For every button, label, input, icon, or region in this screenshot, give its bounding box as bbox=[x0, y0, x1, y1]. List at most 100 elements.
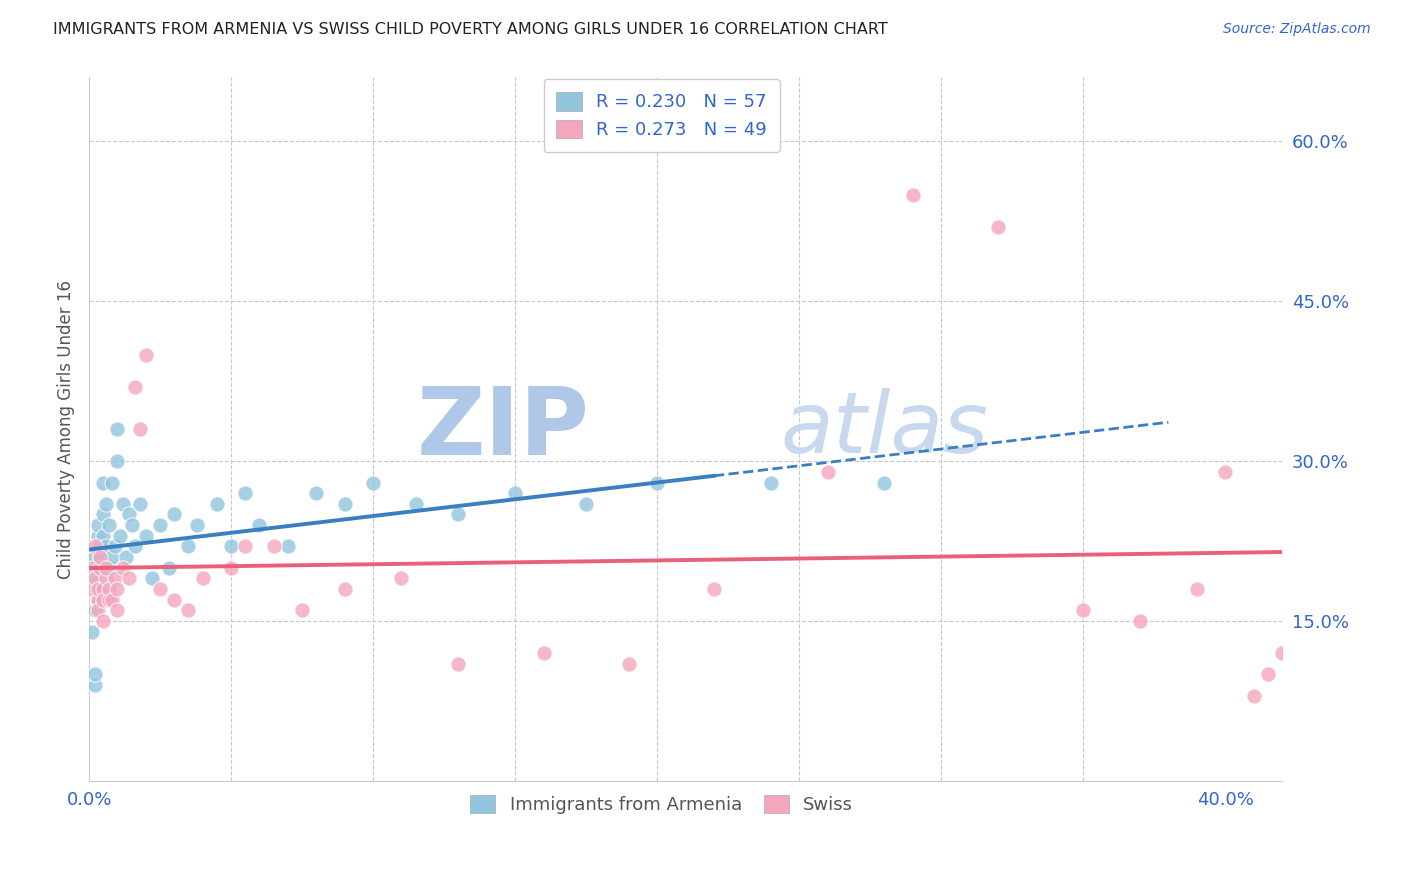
Point bbox=[124, 379, 146, 393]
Point bbox=[205, 497, 228, 511]
Point bbox=[89, 550, 111, 565]
Point bbox=[104, 540, 127, 554]
Point bbox=[1271, 646, 1294, 660]
Point bbox=[89, 561, 111, 575]
Point bbox=[110, 529, 132, 543]
Point bbox=[91, 475, 114, 490]
Point bbox=[112, 497, 135, 511]
Point bbox=[91, 614, 114, 628]
Point bbox=[503, 486, 526, 500]
Point bbox=[118, 508, 141, 522]
Point bbox=[1213, 465, 1236, 479]
Point bbox=[97, 561, 120, 575]
Point bbox=[233, 486, 256, 500]
Point bbox=[83, 550, 105, 565]
Point bbox=[86, 603, 108, 617]
Point bbox=[124, 540, 146, 554]
Point bbox=[1243, 689, 1265, 703]
Point bbox=[101, 475, 124, 490]
Point bbox=[533, 646, 555, 660]
Point bbox=[333, 497, 356, 511]
Point bbox=[86, 529, 108, 543]
Point bbox=[94, 571, 117, 585]
Point bbox=[191, 571, 214, 585]
Point bbox=[277, 540, 299, 554]
Point bbox=[89, 582, 111, 596]
Text: IMMIGRANTS FROM ARMENIA VS SWISS CHILD POVERTY AMONG GIRLS UNDER 16 CORRELATION : IMMIGRANTS FROM ARMENIA VS SWISS CHILD P… bbox=[53, 22, 889, 37]
Point bbox=[135, 529, 157, 543]
Point bbox=[83, 667, 105, 681]
Legend: Immigrants from Armenia, Swiss: Immigrants from Armenia, Swiss bbox=[460, 784, 865, 825]
Point bbox=[86, 571, 108, 585]
Point bbox=[129, 422, 152, 436]
Point bbox=[80, 624, 103, 639]
Text: atlas: atlas bbox=[780, 388, 988, 471]
Point bbox=[141, 571, 163, 585]
Point bbox=[107, 422, 129, 436]
Point bbox=[177, 540, 200, 554]
Point bbox=[91, 529, 114, 543]
Point bbox=[1129, 614, 1152, 628]
Point bbox=[89, 550, 111, 565]
Point bbox=[405, 497, 427, 511]
Point bbox=[987, 219, 1010, 234]
Point bbox=[80, 571, 103, 585]
Point bbox=[107, 454, 129, 468]
Point bbox=[97, 592, 120, 607]
Point bbox=[121, 518, 143, 533]
Point bbox=[575, 497, 598, 511]
Y-axis label: Child Poverty Among Girls Under 16: Child Poverty Among Girls Under 16 bbox=[58, 280, 75, 579]
Point bbox=[219, 540, 242, 554]
Point bbox=[94, 497, 117, 511]
Point bbox=[1257, 667, 1279, 681]
Point bbox=[118, 571, 141, 585]
Point bbox=[901, 187, 924, 202]
Point bbox=[80, 561, 103, 575]
Point bbox=[107, 603, 129, 617]
Point bbox=[94, 561, 117, 575]
Point bbox=[89, 540, 111, 554]
Point bbox=[104, 571, 127, 585]
Point bbox=[157, 561, 180, 575]
Point bbox=[361, 475, 384, 490]
Point bbox=[233, 540, 256, 554]
Point bbox=[391, 571, 413, 585]
Point bbox=[617, 657, 640, 671]
Point bbox=[83, 678, 105, 692]
Point bbox=[112, 561, 135, 575]
Point bbox=[83, 571, 105, 585]
Point bbox=[135, 348, 157, 362]
Point bbox=[86, 561, 108, 575]
Point bbox=[163, 592, 186, 607]
Point bbox=[97, 518, 120, 533]
Point bbox=[186, 518, 208, 533]
Point bbox=[91, 582, 114, 596]
Point bbox=[645, 475, 668, 490]
Point bbox=[86, 592, 108, 607]
Point bbox=[91, 508, 114, 522]
Point bbox=[447, 508, 470, 522]
Point bbox=[94, 561, 117, 575]
Point bbox=[101, 592, 124, 607]
Point bbox=[759, 475, 782, 490]
Point bbox=[291, 603, 314, 617]
Text: ZIP: ZIP bbox=[418, 384, 591, 475]
Point bbox=[817, 465, 839, 479]
Point bbox=[177, 603, 200, 617]
Point bbox=[115, 550, 138, 565]
Point bbox=[163, 508, 186, 522]
Point bbox=[86, 582, 108, 596]
Point bbox=[873, 475, 896, 490]
Point bbox=[83, 540, 105, 554]
Point bbox=[249, 518, 271, 533]
Point bbox=[129, 497, 152, 511]
Point bbox=[97, 582, 120, 596]
Point bbox=[83, 603, 105, 617]
Point bbox=[447, 657, 470, 671]
Point bbox=[1185, 582, 1208, 596]
Point bbox=[333, 582, 356, 596]
Point bbox=[86, 592, 108, 607]
Point bbox=[80, 582, 103, 596]
Point bbox=[305, 486, 328, 500]
Point bbox=[91, 592, 114, 607]
